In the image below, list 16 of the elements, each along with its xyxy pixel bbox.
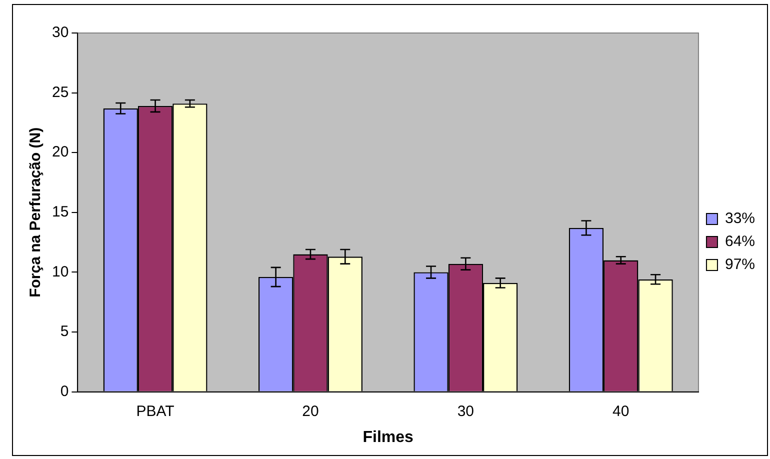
y-tick-label: 25	[52, 84, 69, 101]
legend-label: 64%	[724, 233, 756, 250]
y-tick-label: 30	[52, 24, 69, 42]
y-tick-label: 10	[52, 263, 69, 280]
y-axis-title: Força na Perfuração (N)	[27, 127, 44, 298]
y-tick-label: 0	[60, 382, 69, 400]
legend-label: 97%	[724, 256, 756, 274]
x-tick-label: 20	[302, 402, 319, 420]
x-tick-label: PBAT	[136, 402, 174, 420]
x-tick-label: 30	[457, 402, 474, 420]
legend-label: 33%	[724, 210, 756, 228]
y-tick-label: 5	[60, 323, 69, 340]
x-tick-label: 40	[612, 402, 630, 420]
x-axis-title: Filmes	[362, 428, 414, 446]
y-tick-label: 15	[52, 204, 69, 221]
y-tick-label: 20	[52, 144, 69, 161]
